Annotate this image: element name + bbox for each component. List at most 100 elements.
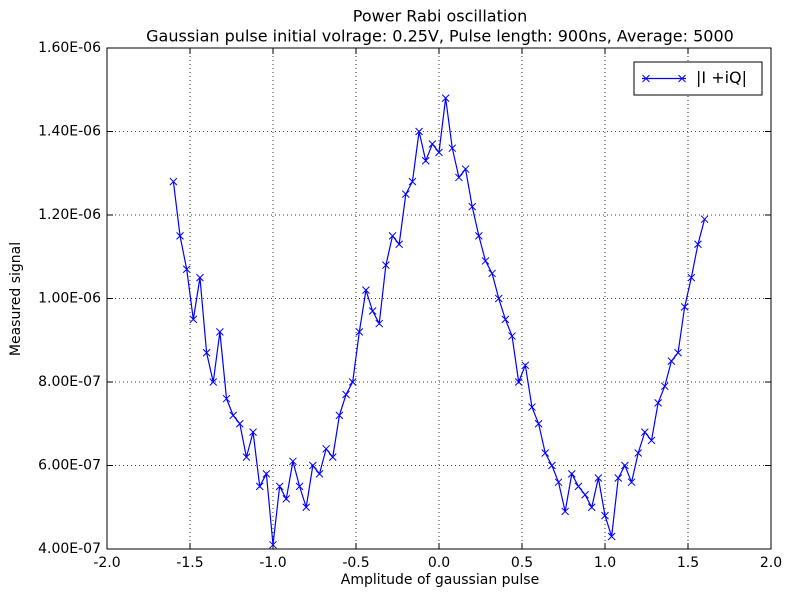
data-point [634, 449, 643, 457]
chart-title: Power Rabi oscillation [353, 7, 527, 26]
data-point [335, 411, 344, 420]
data-point [428, 140, 437, 148]
data-point [607, 532, 616, 541]
x-tick-label: 1.0 [594, 555, 616, 571]
data-point [694, 240, 702, 249]
data-point [567, 469, 576, 478]
data-point [302, 503, 311, 512]
data-point [700, 215, 709, 224]
data-point [455, 173, 463, 182]
x-tick-label: 2.0 [760, 555, 782, 571]
data-point [541, 449, 550, 457]
data-point [322, 444, 330, 453]
data-point [627, 478, 636, 487]
data-point [561, 507, 570, 516]
data-point [654, 399, 662, 407]
data-point [408, 177, 417, 186]
data-point [401, 190, 410, 198]
x-tick-label: -1.0 [259, 555, 286, 571]
plot-frame [106, 47, 772, 550]
data-point [441, 94, 450, 102]
data-point [388, 232, 397, 240]
y-tick-label: 6.00E-07 [38, 458, 101, 474]
data-point [574, 482, 583, 491]
data-point [235, 419, 244, 428]
data-point [514, 378, 523, 386]
data-point [229, 411, 238, 420]
data-point [196, 273, 204, 282]
data-point [660, 382, 669, 391]
data-point [501, 315, 510, 324]
data-point [528, 403, 536, 411]
data-point [308, 461, 317, 470]
data-point [435, 148, 443, 157]
data-point [202, 348, 211, 357]
data-point [508, 332, 516, 340]
data-point [368, 307, 377, 315]
data-point [581, 490, 589, 499]
data-point [209, 378, 218, 386]
data-point [468, 202, 477, 211]
data-point [521, 361, 530, 370]
data-point [594, 474, 603, 482]
x-tick-label: -1.5 [176, 555, 203, 571]
data-point [548, 461, 556, 470]
data-point [614, 474, 623, 482]
data-point [534, 419, 543, 428]
data-point [587, 503, 596, 512]
data-point [182, 265, 191, 274]
legend-label: |I +iQ| [696, 68, 747, 87]
data-point [601, 511, 609, 520]
data-point [342, 390, 350, 399]
data-point [362, 286, 370, 295]
data-point [355, 328, 364, 336]
x-tick-label: 1.5 [677, 555, 699, 571]
data-point [348, 378, 357, 386]
data-point [674, 348, 682, 357]
data-point [461, 165, 470, 173]
legend-marker [642, 74, 686, 83]
data-point [189, 315, 198, 324]
data-point [494, 294, 503, 303]
y-tick-label: 1.60E-06 [38, 40, 101, 56]
data-point [488, 269, 496, 278]
data-point [249, 428, 257, 436]
data-point [375, 319, 384, 328]
x-axis-label: Amplitude of gaussian pulse [341, 572, 539, 588]
data-point [315, 469, 324, 478]
data-point [621, 461, 629, 470]
x-tick-label: 0.5 [511, 555, 533, 571]
data-point [687, 273, 696, 282]
data-point [640, 428, 649, 436]
data-point [554, 478, 563, 487]
data-point [415, 127, 423, 136]
data-point [269, 540, 277, 549]
data-point [395, 240, 404, 249]
data-point [680, 302, 689, 311]
y-tick-label: 1.40E-06 [38, 124, 101, 140]
data-point [667, 357, 676, 365]
y-tick-label: 4.00E-07 [38, 541, 101, 557]
data-point [242, 453, 251, 462]
chart-subtitle: Gaussian pulse initial volrage: 0.25V, P… [146, 27, 734, 46]
data-point [421, 156, 430, 165]
x-tick-label: 0.0 [428, 555, 450, 571]
x-tick-label: -0.5 [342, 555, 369, 571]
y-tick-label: 1.00E-06 [38, 291, 101, 307]
data-point [295, 482, 304, 491]
data-point [481, 257, 490, 265]
data-point [448, 144, 457, 153]
x-tick-label: -2.0 [93, 555, 120, 571]
data-point [262, 469, 271, 478]
y-axis-label: Measured signal [8, 242, 24, 356]
data-point [282, 495, 291, 503]
data-point [474, 232, 483, 240]
data-point [169, 177, 178, 186]
data-point [328, 453, 337, 462]
data-point [255, 482, 264, 491]
data-point [222, 394, 231, 403]
data-point [176, 232, 184, 240]
y-tick-label: 1.20E-06 [38, 207, 101, 223]
data-line [172, 98, 706, 545]
